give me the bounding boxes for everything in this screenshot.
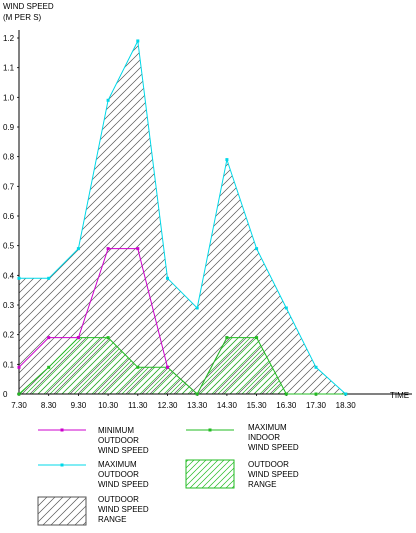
x-tick-label: 7.30 (11, 401, 27, 410)
data-point-max_in (136, 365, 140, 369)
x-tick-label: 18.30 (336, 401, 357, 410)
data-point-max_in (284, 392, 288, 396)
y-tick-label: 0.5 (3, 242, 15, 251)
legend-label-outdoor-range: OUTDOOR (98, 495, 139, 504)
plot-area: 0 0.1 0.2 0.3 0.4 0.5 0.6 0.7 0.8 0.9 1.0 1.1 1.2 7.3… (3, 30, 412, 410)
data-point-max_in (195, 392, 199, 396)
x-tick-label: 15.30 (247, 401, 268, 410)
x-tick-label: 11.30 (128, 401, 148, 410)
data-point-min_out (17, 365, 21, 369)
x-tick-label: 14.30 (217, 401, 238, 410)
data-point-min_out (166, 365, 169, 369)
x-tick-label: 16.30 (276, 401, 297, 410)
series-line-max_in (18, 337, 346, 395)
legend-swatch-max-indoor-marker (208, 428, 212, 432)
y-tick-label: 0.1 (3, 360, 15, 369)
data-point-max_out (255, 247, 259, 251)
legend-label-max-indoor: INDOOR (248, 433, 280, 442)
data-point-max_out (195, 306, 199, 310)
y-tick-label: 0.2 (3, 331, 15, 340)
data-point-max_out (76, 247, 80, 251)
legend-label-max-indoor: WIND SPEED (248, 443, 299, 452)
y-axis-title-line1: WIND SPEED (3, 2, 54, 11)
data-point-max_out (47, 276, 51, 280)
data-point-max_out (314, 365, 318, 369)
y-tick-label: 0.6 (3, 212, 15, 221)
data-point-min_out (106, 247, 110, 251)
legend-label-outdoor-range: RANGE (98, 515, 126, 524)
data-point-max_out (284, 306, 288, 310)
legend-swatch-min-outdoor-marker (60, 428, 64, 432)
data-point-max_out (106, 98, 110, 102)
y-tick-label: 0.3 (3, 301, 15, 310)
y-tick-label: 0 (3, 390, 8, 399)
x-tick-label: 9.30 (71, 401, 87, 410)
x-tick-label: 8.30 (41, 401, 57, 410)
indoor-range-area (19, 337, 346, 394)
x-axis-title: TIME (390, 391, 409, 400)
data-point-max_out (344, 392, 348, 396)
legend-label-min-outdoor: WIND SPEED (98, 446, 149, 455)
x-tick-label: 13.30 (187, 401, 208, 410)
legend-label-max-indoor: MAXIMUM (248, 423, 287, 432)
legend-label-indoor-range: OUTDOOR (248, 460, 289, 469)
legend-swatch-indoor-range (185, 459, 235, 489)
y-tick-label: 1.1 (3, 64, 15, 73)
y-tick-label: 0.4 (3, 271, 15, 280)
data-point-max_in (314, 392, 318, 396)
legend-label-max-outdoor: WIND SPEED (98, 480, 149, 489)
legend-label-max-outdoor: MAXIMUM (98, 460, 137, 469)
legend-label-indoor-range: WIND SPEED (248, 470, 299, 479)
x-tick-label: 17.30 (306, 401, 327, 410)
legend-swatch-max-outdoor-marker (60, 463, 64, 467)
y-tick-label: 0.7 (3, 182, 15, 191)
legend-label-min-outdoor: MINIMUM (98, 426, 134, 435)
series-line-min_out (18, 248, 168, 368)
legend-label-indoor-range: RANGE (248, 480, 276, 489)
data-point-min_out (47, 336, 51, 340)
data-point-max_out (17, 276, 21, 280)
data-point-max_out (136, 39, 140, 43)
data-point-max_in (17, 392, 21, 396)
outdoor-range-area (19, 40, 346, 394)
y-tick-label: 0.8 (3, 153, 15, 162)
data-point-max_in (225, 336, 229, 340)
legend-swatch-outdoor-range (37, 496, 87, 526)
data-point-min_out (76, 336, 80, 340)
series-line-max_out (19, 39, 347, 395)
x-tick-label: 12.30 (157, 401, 178, 410)
data-point-min_out (136, 247, 140, 251)
legend-label-max-outdoor: OUTDOOR (98, 470, 139, 479)
y-axis-title-line2: (M PER S) (3, 13, 42, 22)
y-tick-label: 1.2 (3, 34, 15, 43)
data-point-max_out (166, 276, 169, 280)
y-tick-label: 1.0 (3, 93, 15, 102)
legend-label-outdoor-range: WIND SPEED (98, 505, 149, 514)
data-point-max_out (225, 158, 229, 162)
data-point-max_in (106, 336, 110, 340)
y-tick-label: 0.9 (3, 123, 15, 132)
legend-label-min-outdoor: OUTDOOR (98, 436, 139, 445)
data-point-max_in (255, 336, 259, 340)
data-point-max_in (47, 365, 51, 369)
x-tick-label: 10.30 (98, 401, 119, 410)
